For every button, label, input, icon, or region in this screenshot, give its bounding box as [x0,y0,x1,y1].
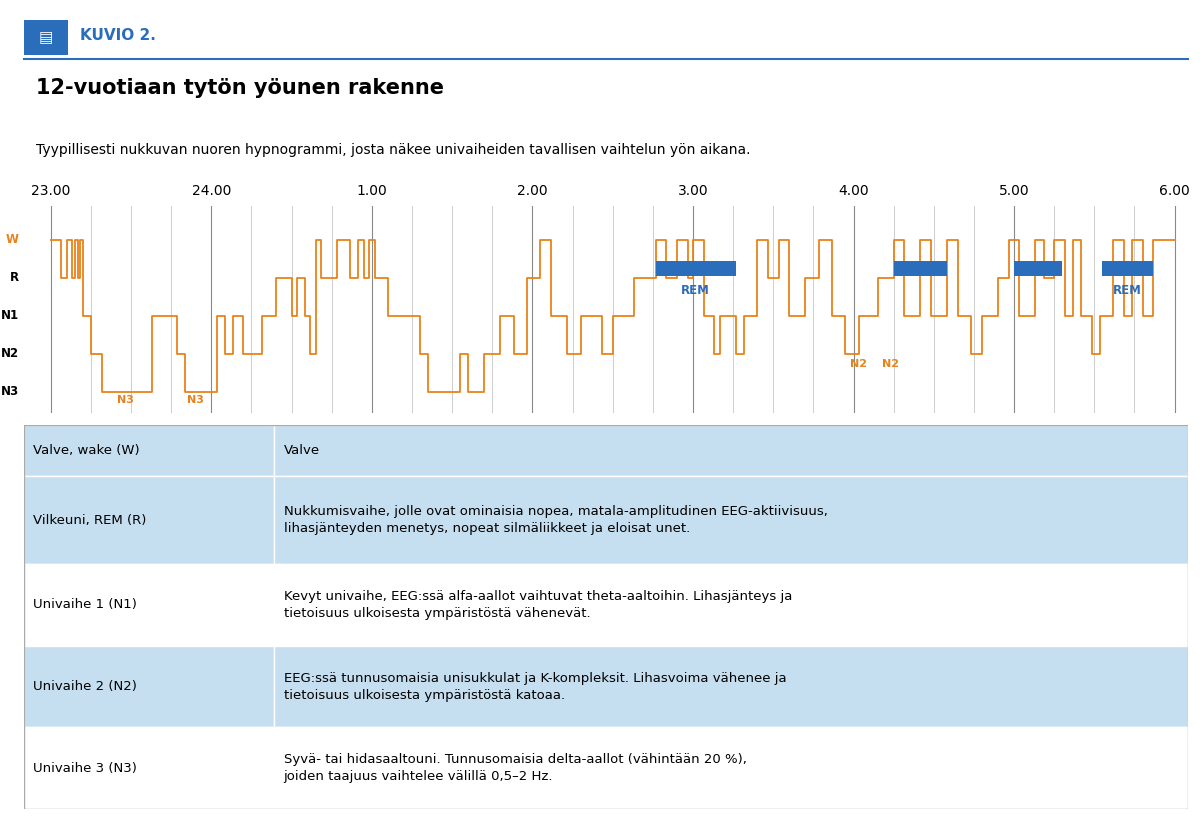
Bar [24,20,68,55]
Text: Syvä- tai hidasaaltouni. Tunnusomaisia delta-aallot (vähintään 20 %),
joiden taa: Syvä- tai hidasaaltouni. Tunnusomaisia d… [283,753,746,783]
Text: N2: N2 [0,347,19,360]
Text: ▤: ▤ [38,30,53,45]
Bar [24,727,275,809]
Text: Nukkumisvaihe, jolle ovat ominaisia nopea, matala-amplitudinen EEG-aktiivisuus,
: Nukkumisvaihe, jolle ovat ominaisia nope… [283,505,828,535]
Text: KUVIO 2.: KUVIO 2. [80,29,156,43]
Bar [24,565,275,645]
Text: EEG:ssä tunnusomaisia unisukkulat ja K-kompleksit. Lihasvoima vähenee ja
tietois: EEG:ssä tunnusomaisia unisukkulat ja K-k… [283,672,786,702]
Text: Valve, wake (W): Valve, wake (W) [34,444,140,458]
Bar [275,476,1188,565]
Text: Univaihe 2 (N2): Univaihe 2 (N2) [34,680,137,693]
Text: N2: N2 [851,359,868,369]
Text: 12-vuotiaan tytön yöunen rakenne: 12-vuotiaan tytön yöunen rakenne [36,78,444,98]
Bar [275,727,1188,809]
Text: Valve: Valve [283,444,319,458]
Bar [24,476,275,565]
Bar [1103,261,1153,276]
Bar [894,261,947,276]
Bar [655,261,736,276]
Text: Kevyt univaihe, EEG:ssä alfa-aallot vaihtuvat theta-aaltoihin. Lihasjänteys ja
t: Kevyt univaihe, EEG:ssä alfa-aallot vaih… [283,590,792,620]
Text: N3: N3 [118,395,134,405]
Text: N3: N3 [187,395,204,405]
Text: REM: REM [682,284,710,297]
Bar [275,645,1188,727]
Text: Univaihe 1 (N1): Univaihe 1 (N1) [34,599,137,611]
Text: N1: N1 [0,309,19,322]
Bar [24,426,275,476]
Text: W: W [6,233,19,246]
Text: Vilkeuni, REM (R): Vilkeuni, REM (R) [34,514,146,527]
Bar [275,565,1188,645]
Text: Tyypillisesti nukkuvan nuoren hypnogrammi, josta näkee univaiheiden tavallisen v: Tyypillisesti nukkuvan nuoren hypnogramm… [36,143,750,158]
Bar [24,645,275,727]
Bar [1014,261,1062,276]
Text: R: R [10,271,19,284]
Text: REM: REM [1114,284,1142,297]
Bar [275,426,1188,476]
Text: N3: N3 [0,385,19,398]
Text: N2: N2 [882,359,900,369]
Text: Univaihe 3 (N3): Univaihe 3 (N3) [34,761,137,775]
